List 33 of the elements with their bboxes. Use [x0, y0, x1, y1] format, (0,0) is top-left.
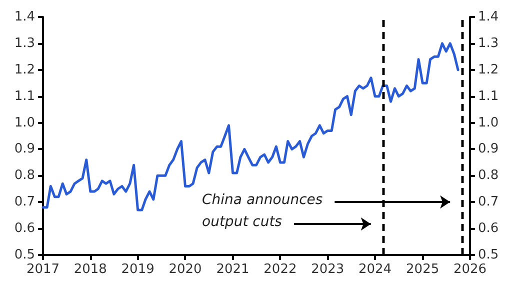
x-tick-label: 2024	[358, 262, 392, 277]
x-tick-label: 2019	[121, 262, 154, 277]
x-tick-label: 2026	[453, 262, 487, 277]
y2-tick-label: 0.5	[478, 248, 499, 262]
y-tick-label: 1.3	[14, 36, 35, 51]
y-tick-label: 0.9	[14, 142, 35, 157]
y-tick-label: 1.2	[14, 62, 35, 78]
y2-tick-label: 1.1	[478, 88, 499, 104]
annotation: China announces	[202, 192, 323, 208]
y2-tick-label: 1.3	[478, 36, 499, 51]
y2-tick-label: 1.0	[478, 115, 499, 130]
x-tick-label: 2018	[74, 262, 107, 277]
annotation: output cuts	[202, 214, 282, 230]
x-tick-label: 2020	[168, 262, 202, 277]
y2-tick-label: 0.7	[478, 194, 499, 210]
x-tick-label: 2022	[264, 262, 297, 277]
y2-tick-label: 0.8	[478, 168, 499, 184]
line-series	[42, 42, 460, 212]
y-tick-label: 0.8	[14, 168, 35, 184]
x-tick-label: 2023	[311, 262, 344, 277]
y-tick-label: 1.4	[14, 10, 35, 24]
x-tick-label: 2017	[26, 262, 60, 277]
x-tick-label: 2025	[406, 262, 440, 277]
y2-tick-label: 1.2	[478, 62, 499, 78]
y2-tick-label: 0.6	[478, 221, 499, 236]
y2-tick-label: 0.9	[478, 142, 499, 157]
y-tick-label: 1.1	[14, 88, 35, 104]
y-tick-label: 0.7	[14, 194, 35, 210]
y2-tick-label: 1.4	[478, 10, 499, 24]
y-tick-label: 1.0	[14, 115, 35, 130]
x-tick-label: 2021	[216, 262, 250, 277]
y-tick-label: 0.6	[14, 221, 35, 236]
y-tick-label: 0.5	[14, 248, 35, 262]
